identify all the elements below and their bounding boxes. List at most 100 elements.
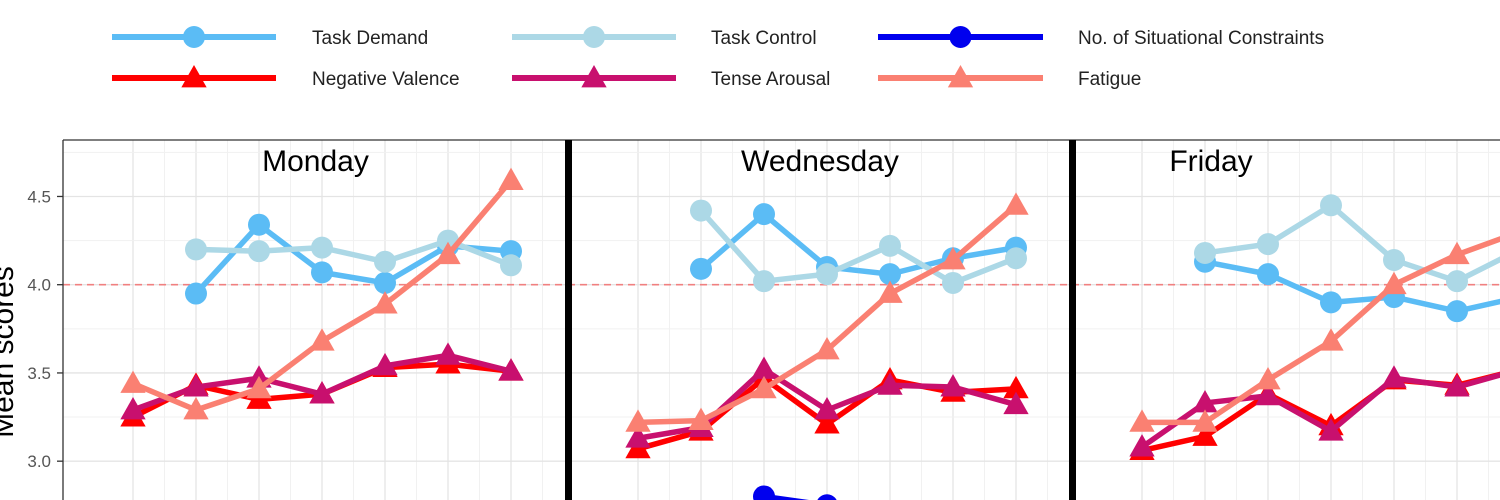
panel-content <box>1072 140 1500 500</box>
y-tick-label: 4.5 <box>27 187 51 206</box>
data-point-fatigue <box>940 247 966 270</box>
legend-label-tense-arousal: Tense Arousal <box>711 69 830 90</box>
data-point-negative-valence <box>1003 375 1029 399</box>
legend-marker-task-control <box>583 26 605 48</box>
series-task-control <box>1194 194 1500 293</box>
series-line-task-control <box>698 207 1019 286</box>
y-tick-label: 3.0 <box>27 452 51 471</box>
data-point-task-control <box>879 234 901 257</box>
data-point-task-control <box>185 238 207 261</box>
data-point-no-of-situational-constraints <box>817 494 837 500</box>
panel-content <box>568 140 1072 500</box>
series-tense-arousal <box>120 342 524 420</box>
data-point-fatigue <box>1255 367 1281 390</box>
panel-separator <box>1069 140 1076 500</box>
data-point-fatigue <box>435 241 461 265</box>
data-point-tense-arousal <box>1003 391 1029 415</box>
data-point-fatigue <box>1129 409 1155 432</box>
y-axis-label: Mean scores <box>0 266 20 438</box>
legend-marker-negative-valence <box>181 65 207 88</box>
y-tick-label: 4.0 <box>27 276 51 295</box>
panel-separator <box>565 140 572 500</box>
data-point-tense-arousal <box>1381 365 1407 388</box>
data-point-task-control <box>1194 241 1216 264</box>
data-point-task-control <box>1320 194 1342 217</box>
data-point-fatigue <box>814 337 840 360</box>
legend-label-task-control: Task Control <box>711 28 817 49</box>
data-point-task-control <box>1383 249 1405 271</box>
data-point-task-control <box>1005 247 1027 270</box>
data-point-fatigue <box>372 291 398 314</box>
panel-wednesday: Wednesday <box>568 140 1072 500</box>
legend-marker-no-of-situational-constraints <box>949 26 972 48</box>
data-point-tense-arousal <box>1129 434 1155 457</box>
data-point-fatigue <box>120 370 146 393</box>
data-point-tense-arousal <box>498 358 524 381</box>
data-point-task-control <box>1257 233 1279 256</box>
data-point-task-demand <box>753 203 775 226</box>
data-point-fatigue <box>246 375 272 399</box>
data-point-negative-valence <box>814 411 840 434</box>
data-point-task-control <box>942 271 964 294</box>
legend-item-negative-valence: Negative Valence <box>112 65 460 90</box>
data-point-fatigue <box>498 167 524 190</box>
data-point-task-control <box>500 254 522 277</box>
data-point-fatigue <box>688 407 714 430</box>
panel-title-monday: Monday <box>262 145 369 178</box>
panel-monday: Monday <box>63 140 568 500</box>
series-task-control <box>690 199 1027 294</box>
plot-area: Monday Wednesday Friday <box>62 139 1500 500</box>
data-point-tense-arousal <box>309 381 335 404</box>
data-point-tense-arousal <box>1318 418 1344 441</box>
legend-label-fatigue: Fatigue <box>1078 69 1141 90</box>
legend-item-no-of-situational-constraints: No. of Situational Constraints <box>878 26 1324 49</box>
data-point-task-demand <box>311 261 333 284</box>
data-point-task-control <box>311 236 333 259</box>
data-point-task-demand <box>248 213 270 236</box>
data-point-tense-arousal <box>372 352 398 376</box>
data-point-tense-arousal <box>877 372 903 395</box>
legend-label-negative-valence: Negative Valence <box>312 69 460 90</box>
data-point-fatigue <box>751 375 777 399</box>
data-point-fatigue <box>183 397 209 420</box>
data-point-task-control <box>248 240 270 263</box>
data-point-negative-valence <box>1192 423 1218 446</box>
legend-marker-tense-arousal <box>581 65 607 88</box>
data-point-task-demand <box>374 271 396 294</box>
data-point-tense-arousal <box>183 374 209 397</box>
data-point-task-control <box>1446 270 1468 293</box>
data-point-task-demand <box>1257 263 1279 286</box>
panel-background <box>568 140 1072 500</box>
data-point-tense-arousal <box>1444 374 1470 397</box>
panel-background <box>63 140 568 500</box>
legend-marker-fatigue <box>947 65 974 88</box>
data-point-fatigue <box>625 409 651 432</box>
data-point-tense-arousal <box>814 397 840 420</box>
data-point-tense-arousal <box>625 425 651 448</box>
y-tick-label: 3.5 <box>27 364 51 383</box>
legend-label-no-of-situational-constraints: No. of Situational Constraints <box>1078 28 1324 49</box>
legend-label-task-demand: Task Demand <box>312 28 428 49</box>
data-point-task-demand <box>1320 291 1342 314</box>
data-point-fatigue <box>1444 241 1470 265</box>
data-point-tense-arousal <box>1255 382 1281 406</box>
panel-title-friday: Friday <box>1169 145 1252 178</box>
data-point-task-demand <box>1446 300 1468 323</box>
data-point-fatigue <box>1192 409 1218 432</box>
series-fatigue <box>1129 236 1500 432</box>
legend-item-tense-arousal: Tense Arousal <box>512 65 830 90</box>
legend-item-fatigue: Fatigue <box>878 65 1141 90</box>
data-point-task-control <box>690 199 712 222</box>
data-point-fatigue <box>1003 192 1029 215</box>
legend-marker-task-demand <box>183 26 205 48</box>
data-point-tense-arousal <box>940 374 966 397</box>
data-point-fatigue <box>877 280 903 303</box>
data-point-task-demand <box>879 263 901 286</box>
panel-content <box>63 140 568 500</box>
data-point-no-of-situational-constraints <box>753 485 775 500</box>
data-point-task-control <box>753 270 775 293</box>
data-point-tense-arousal <box>120 397 146 420</box>
data-point-tense-arousal <box>1192 389 1218 413</box>
legend-item-task-control: Task Control <box>512 26 817 49</box>
